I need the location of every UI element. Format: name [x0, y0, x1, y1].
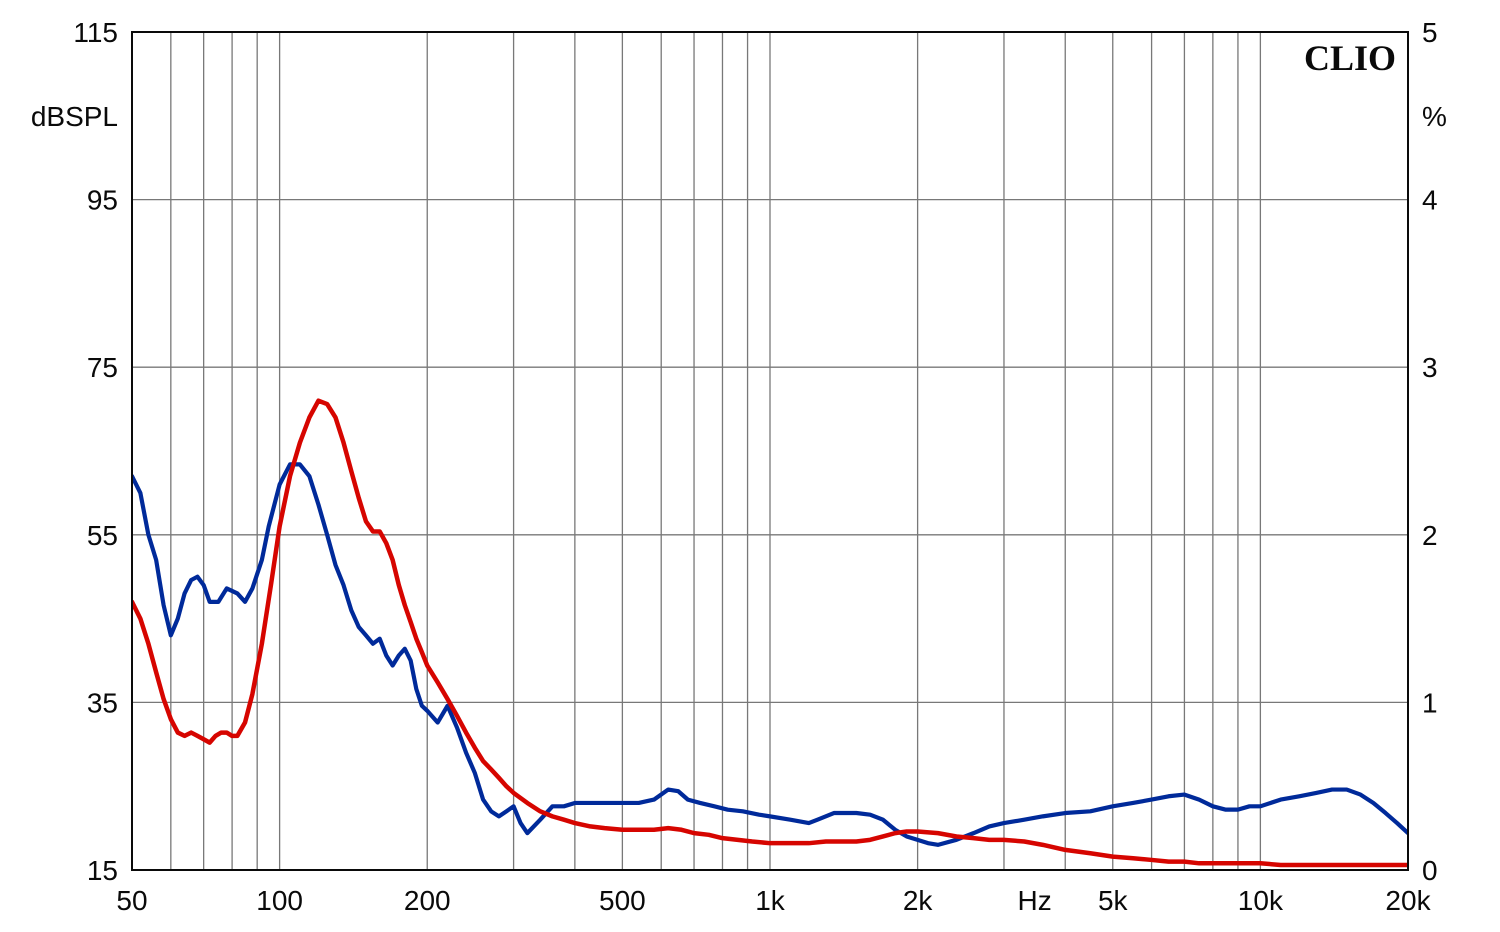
x-tick-label: 100 [256, 885, 303, 916]
y-left-tick-label: 115 [73, 17, 118, 48]
x-tick-label: 5k [1098, 885, 1129, 916]
x-tick-label: 20k [1385, 885, 1431, 916]
x-tick-label: 2k [903, 885, 934, 916]
watermark-label: CLIO [1304, 38, 1396, 78]
y-right-tick-label: 1 [1422, 687, 1438, 718]
y-right-tick-label: 5 [1422, 17, 1438, 48]
y-left-tick-label: 95 [87, 185, 118, 216]
y-right-tick-label: 3 [1422, 352, 1438, 383]
frequency-response-chart: 501002005001k2k5k10k20kHz1535557595115dB… [0, 0, 1500, 932]
y-right-tick-label: 2 [1422, 520, 1438, 551]
x-unit-label: Hz [1017, 885, 1051, 916]
y-left-tick-label: 15 [87, 855, 118, 886]
y-right-tick-label: 4 [1422, 185, 1438, 216]
x-tick-label: 10k [1238, 885, 1284, 916]
x-tick-label: 200 [404, 885, 451, 916]
y-left-tick-label: 35 [87, 687, 118, 718]
y-left-tick-label: 75 [87, 352, 118, 383]
chart-svg: 501002005001k2k5k10k20kHz1535557595115dB… [0, 0, 1500, 932]
y-right-unit-label: % [1422, 101, 1447, 132]
x-tick-label: 50 [116, 885, 147, 916]
y-left-unit-label: dBSPL [31, 101, 118, 132]
x-tick-label: 1k [755, 885, 786, 916]
y-right-tick-label: 0 [1422, 855, 1438, 886]
y-left-tick-label: 55 [87, 520, 118, 551]
x-tick-label: 500 [599, 885, 646, 916]
